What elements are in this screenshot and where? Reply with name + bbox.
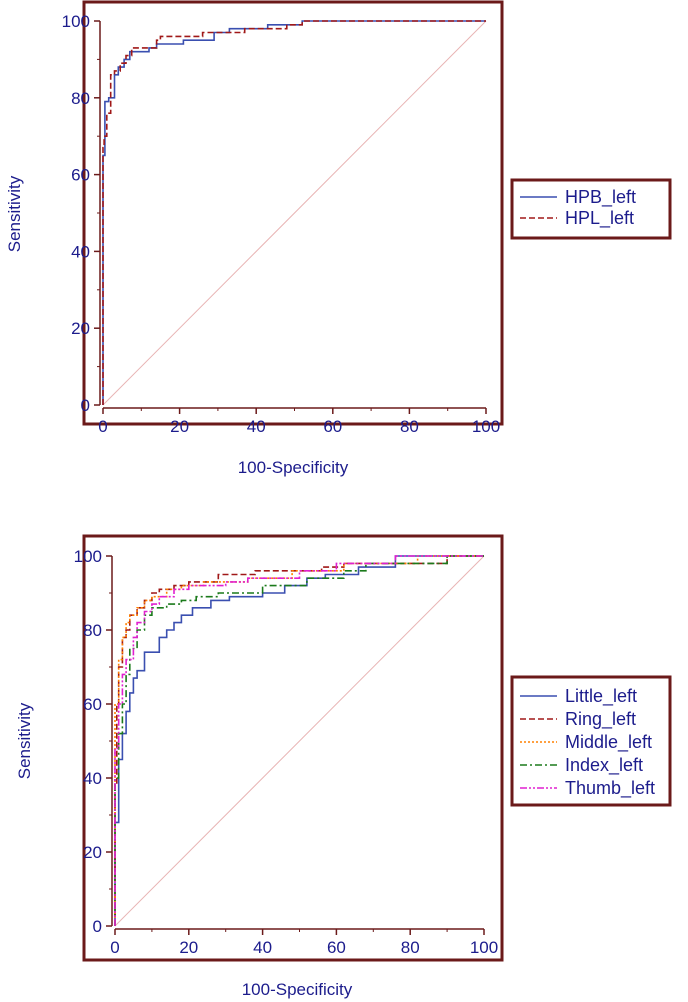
x-tick-label: 40 bbox=[247, 417, 266, 436]
series-line-hpb-left bbox=[102, 20, 486, 405]
legend-label: Little_left bbox=[565, 686, 637, 707]
legend: Little_leftRing_leftMiddle_leftIndex_lef… bbox=[510, 675, 672, 807]
y-tick-label: 20 bbox=[71, 319, 90, 338]
x-tick-label: 20 bbox=[170, 417, 189, 436]
x-tick-label: 20 bbox=[179, 938, 198, 957]
legend-frame bbox=[510, 178, 672, 240]
legend-label: HPB_left bbox=[565, 187, 636, 208]
series-line-index-left bbox=[114, 555, 484, 926]
y-tick-label: 0 bbox=[81, 396, 90, 415]
y-tick-label: 0 bbox=[93, 917, 102, 936]
series-line-hpl-left bbox=[102, 20, 486, 405]
y-tick-label: 40 bbox=[71, 242, 90, 261]
plot-frame bbox=[82, 0, 504, 426]
y-tick-label: 60 bbox=[83, 695, 102, 714]
x-tick-label: 0 bbox=[98, 417, 107, 436]
y-tick-label: 100 bbox=[74, 547, 102, 566]
y-tick-label: 100 bbox=[62, 12, 90, 31]
x-tick-label: 100 bbox=[472, 417, 500, 436]
y-axis-label: Sensitivity bbox=[5, 175, 24, 252]
y-tick-label: 20 bbox=[83, 843, 102, 862]
series-line-little-left bbox=[114, 555, 484, 926]
roc-panel-fingers: 0 20 40 60 80 100 0 20 40 60 80 100 100-Specificit… bbox=[15, 534, 672, 999]
legend-label: Index_left bbox=[565, 755, 643, 776]
x-axis-label: 100-Specificity bbox=[238, 458, 349, 477]
x-tick-label: 60 bbox=[327, 938, 346, 957]
legend-label: HPL_left bbox=[565, 208, 634, 229]
series-layer bbox=[114, 555, 484, 926]
x-tick-label: 60 bbox=[323, 417, 342, 436]
series-line-ring-left bbox=[114, 555, 484, 926]
y-tick-label: 80 bbox=[71, 89, 90, 108]
x-axis-label: 100-Specificity bbox=[242, 980, 353, 999]
y-tick-label: 40 bbox=[83, 769, 102, 788]
x-tick-label: 40 bbox=[253, 938, 272, 957]
x-tick-label: 100 bbox=[470, 938, 498, 957]
y-axis-label: Sensitivity bbox=[15, 702, 34, 779]
reference-diagonal bbox=[102, 20, 487, 406]
plot-frame bbox=[82, 534, 504, 962]
roc-panel-hand: 0 20 40 60 80 100 0 20 40 60 80 100 100-Specificit… bbox=[5, 0, 672, 477]
reference-diagonal bbox=[114, 555, 485, 927]
x-tick-label: 80 bbox=[401, 938, 420, 957]
x-axis: 0 20 40 60 80 100 bbox=[110, 928, 498, 957]
y-tick-label: 60 bbox=[71, 166, 90, 185]
series-layer bbox=[102, 20, 486, 405]
y-axis: 0 20 40 60 80 100 bbox=[62, 12, 101, 415]
series-line-middle-left bbox=[114, 555, 484, 926]
y-tick-label: 80 bbox=[83, 621, 102, 640]
legend-label: Middle_left bbox=[565, 732, 652, 753]
y-axis: 0 20 40 60 80 100 bbox=[74, 547, 113, 936]
legend-frame bbox=[510, 675, 672, 807]
legend-label: Thumb_left bbox=[565, 778, 655, 799]
x-tick-label: 80 bbox=[400, 417, 419, 436]
x-axis: 0 20 40 60 80 100 bbox=[98, 407, 500, 436]
x-tick-label: 0 bbox=[110, 938, 119, 957]
series-line-thumb-left bbox=[114, 555, 484, 926]
legend-label: Ring_left bbox=[565, 709, 636, 730]
